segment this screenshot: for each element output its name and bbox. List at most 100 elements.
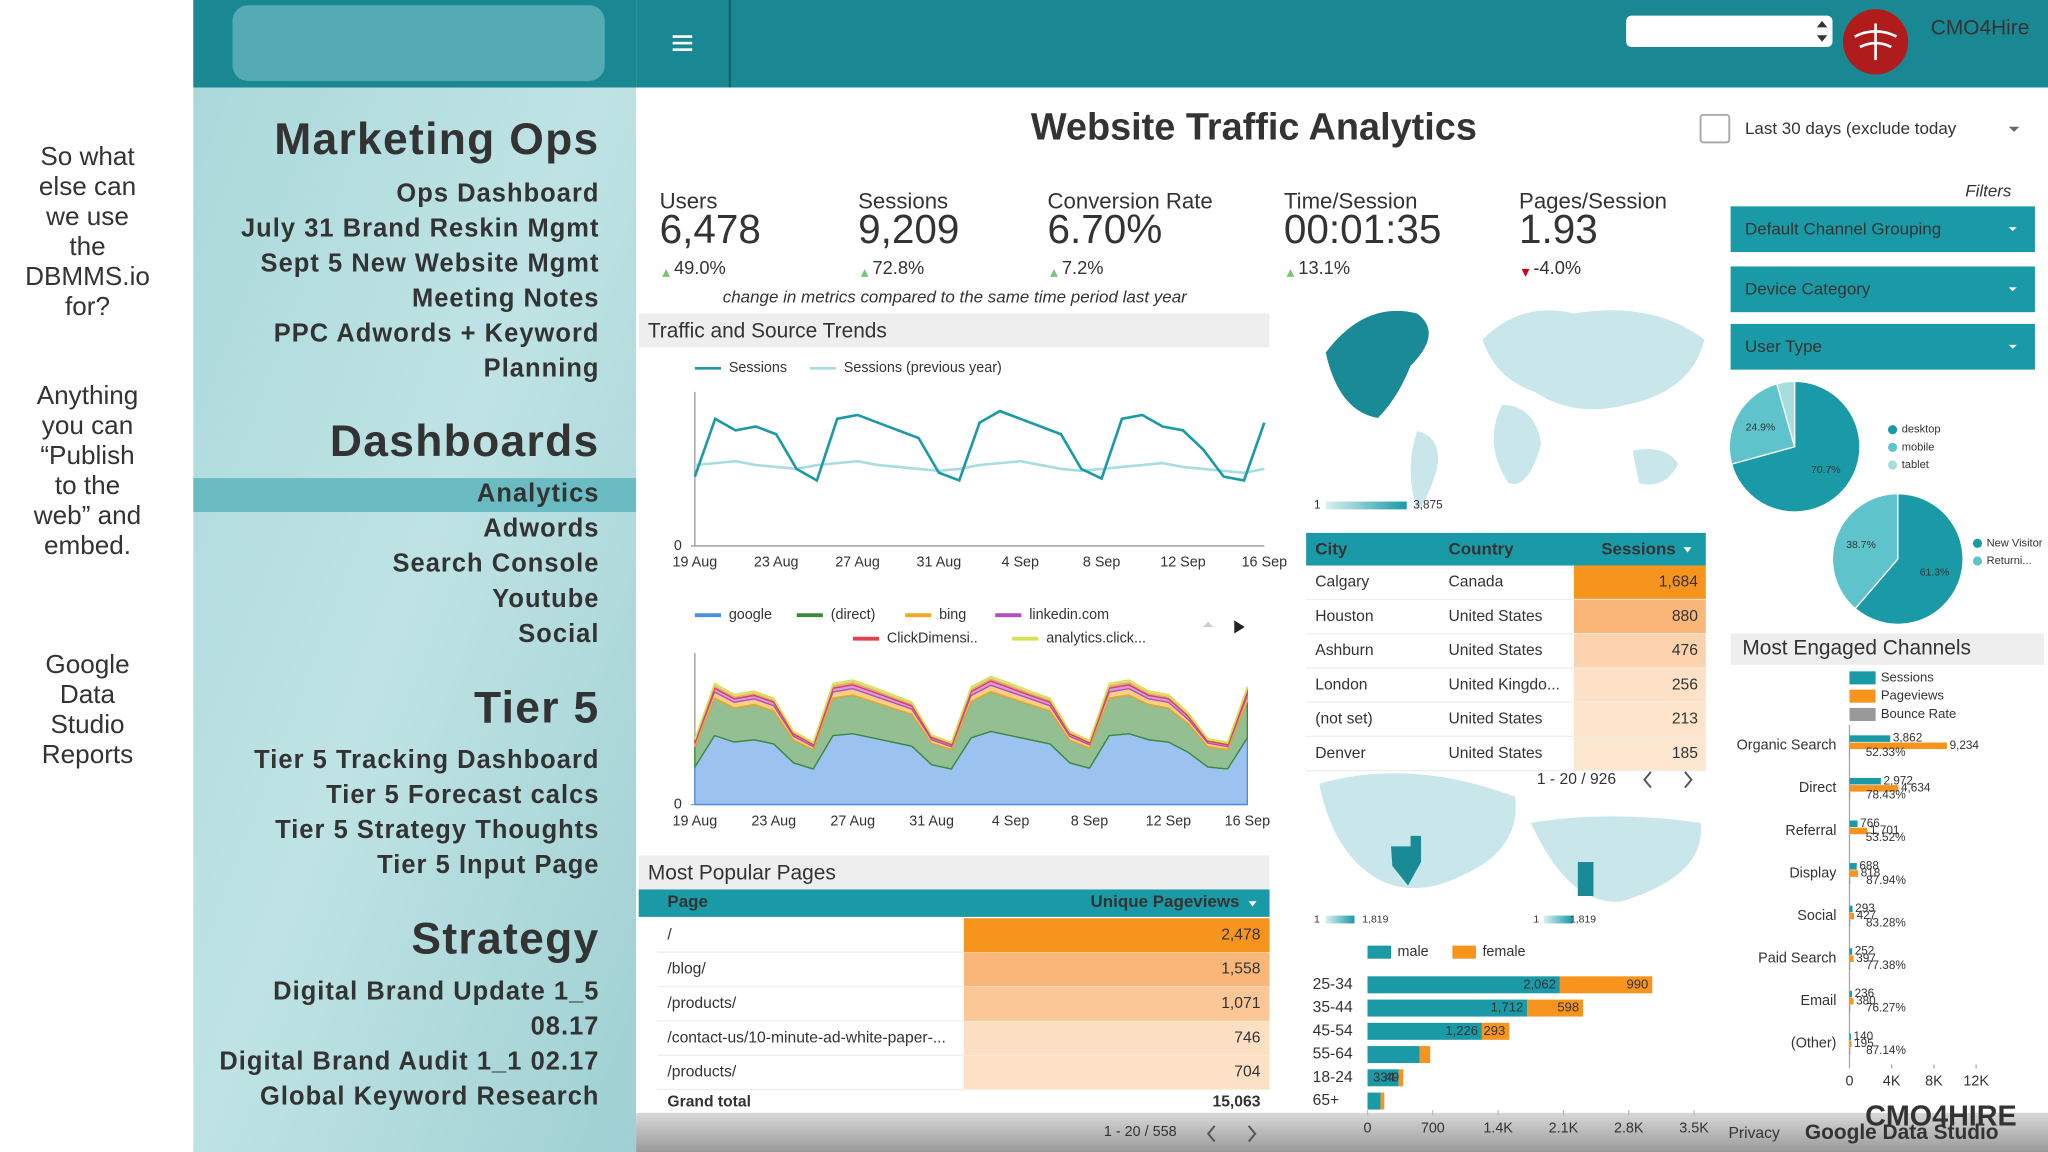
y-category: (Other)	[1791, 1036, 1836, 1052]
footer-link[interactable]: Privacy	[1728, 1125, 1779, 1142]
metric-label: Conversion Rate	[1048, 188, 1213, 213]
sidebar-item[interactable]: Search Console	[392, 550, 599, 578]
legend-next[interactable]	[1234, 620, 1245, 634]
x-tick-label: 23 Aug	[751, 813, 796, 829]
filter-control[interactable]	[1730, 266, 2035, 313]
y-category: Direct	[1799, 780, 1837, 796]
table-cell: Ashburn	[1315, 642, 1373, 659]
change-arrow	[1050, 269, 1058, 277]
data-label: 78.43%	[1866, 789, 1906, 802]
legend-min: 1	[1314, 914, 1320, 925]
sidebar-item[interactable]: Ops Dashboard	[396, 179, 599, 207]
table-cell: Denver	[1315, 745, 1365, 762]
change-arrow	[1286, 269, 1295, 277]
data-label: 766	[1860, 817, 1880, 830]
change-arrow	[1521, 269, 1530, 277]
pages-table-header	[638, 889, 1270, 917]
bar	[1849, 1005, 1851, 1012]
sidebar-heading: Dashboards	[330, 417, 600, 466]
column-header: Unique Pageviews	[1091, 892, 1240, 911]
canada-map	[1530, 816, 1702, 902]
city-pager[interactable]	[1643, 771, 1693, 789]
heat-cell	[1573, 599, 1706, 634]
bar	[1367, 1069, 1399, 1087]
x-tick-label: 0	[1845, 1073, 1853, 1089]
data-label: 3,862	[1893, 732, 1922, 745]
filter-arrow	[2008, 287, 2017, 292]
table-cell: United States	[1448, 711, 1542, 728]
metric-value: 1.93	[1519, 206, 1598, 252]
data-label: 380	[1856, 994, 1876, 1007]
sidebar-item[interactable]: Social	[518, 620, 599, 648]
data-label: 427	[1857, 909, 1877, 922]
table-cell: London	[1315, 676, 1367, 693]
sidebar-item[interactable]: Tier 5 Strategy Thoughts	[275, 816, 599, 844]
note-line: So what	[40, 141, 135, 171]
bar	[1849, 834, 1851, 842]
note-line: “Publish	[40, 440, 134, 470]
legend-label: Sessions	[729, 360, 787, 376]
x-tick-label: 12 Sep	[1160, 555, 1206, 571]
bar	[1849, 920, 1851, 927]
sidebar-item[interactable]: Planning	[484, 354, 600, 382]
sidebar-item[interactable]: Tier 5 Input Page	[377, 851, 599, 879]
account-select[interactable]	[1626, 15, 1833, 48]
heat-cell	[963, 918, 1270, 953]
sidebar-item[interactable]: PPC Adwords + Keyword	[274, 319, 600, 347]
sidebar-item[interactable]: 08.17	[531, 1012, 600, 1040]
sidebar-item[interactable]: Digital Brand Audit 1_1 02.17	[219, 1047, 599, 1075]
sidebar-item[interactable]: Tier 5 Forecast calcs	[326, 781, 599, 809]
bar	[1849, 870, 1859, 877]
sidebar-item[interactable]: Meeting Notes	[412, 284, 600, 312]
note-line: Anything	[37, 380, 139, 410]
y-category: Email	[1801, 993, 1837, 1009]
bar	[1849, 827, 1868, 835]
metrics-note: change in metrics compared to the same t…	[723, 287, 1188, 306]
calendar-icon	[1699, 113, 1731, 144]
menu-icon[interactable]	[672, 35, 693, 51]
note-line: the	[69, 231, 105, 261]
brand: CMO4Hire	[1931, 16, 2030, 39]
sidebar-item[interactable]: Adwords	[483, 515, 599, 543]
sidebar-item[interactable]: Digital Brand Update 1_5	[273, 977, 599, 1005]
data-label: 140	[1854, 1030, 1874, 1043]
x-tick-label: 1.4K	[1483, 1120, 1513, 1136]
y-category: Organic Search	[1737, 738, 1837, 754]
change-arrow	[860, 269, 869, 277]
sidebar-item[interactable]: Analytics	[477, 480, 600, 508]
x-tick-label: 16 Sep	[1242, 555, 1288, 571]
table-cell: (not set)	[1315, 711, 1372, 728]
y-category: 45-54	[1313, 1022, 1353, 1039]
data-label: 293	[1855, 902, 1875, 915]
legend-min: 1	[1533, 914, 1539, 925]
sidebar-item[interactable]: Tier 5 Tracking Dashboard	[254, 746, 599, 774]
bar	[1419, 1046, 1431, 1064]
legend-label: Pageviews	[1881, 688, 1945, 703]
sidebar-item[interactable]: Sept 5 New Website Mgmt	[261, 249, 600, 277]
metric-value: 6,478	[660, 206, 761, 252]
filter-control[interactable]	[1730, 206, 2035, 253]
bar	[1527, 999, 1584, 1017]
legend-prev[interactable]	[1202, 621, 1214, 627]
x-tick-label: 23 Aug	[754, 555, 799, 571]
filter-control[interactable]	[1730, 323, 2035, 370]
sidebar-item[interactable]: Global Keyword Research	[260, 1082, 599, 1110]
sidebar-item[interactable]: July 31 Brand Reskin Mgmt	[241, 214, 600, 242]
pages-pager[interactable]	[1206, 1125, 1257, 1143]
legend-dot	[1888, 425, 1898, 435]
sidebar-item[interactable]: Youtube	[492, 585, 599, 613]
data-label: 1,226	[1445, 1023, 1478, 1038]
data-label: 818	[1861, 867, 1881, 880]
ca-legend-bar	[1543, 915, 1573, 924]
metric-value: 6.70%	[1048, 206, 1163, 252]
filter-label: Device Category	[1745, 279, 1871, 298]
city-table-header	[1306, 532, 1706, 566]
legend-label: desktop	[1902, 424, 1941, 436]
heat-cell	[1573, 565, 1706, 600]
bar	[1367, 1092, 1381, 1110]
metric-change: 7.2%	[1062, 257, 1104, 278]
bar	[1849, 735, 1891, 742]
table-total: Grand total	[667, 1094, 751, 1111]
heat-cell	[1573, 633, 1706, 668]
note-line: DBMMS.io	[25, 261, 150, 291]
